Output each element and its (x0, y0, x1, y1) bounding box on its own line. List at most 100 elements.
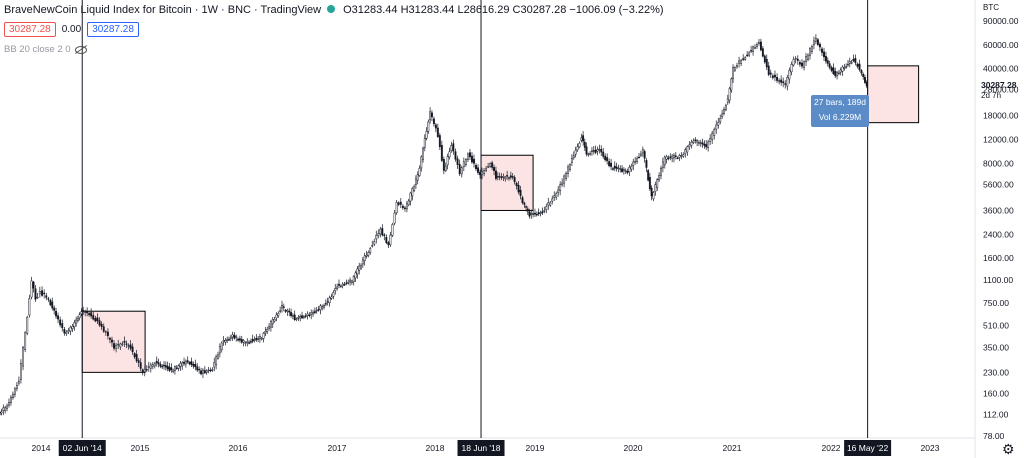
candle-body (688, 144, 691, 148)
candle-body (332, 292, 335, 297)
candle-body (776, 77, 779, 81)
candle-body (358, 265, 361, 271)
candle-body (778, 80, 781, 82)
candle-body (71, 326, 74, 329)
market-status-icon (327, 5, 336, 13)
bar-countdown-label: 2d 7h (981, 91, 1001, 100)
candle-body (179, 363, 182, 367)
candle-body (650, 187, 653, 197)
candle-body (235, 336, 238, 338)
candle-body (418, 168, 421, 176)
candle-body (469, 152, 471, 158)
candle-body (699, 142, 702, 144)
candle-body (715, 124, 718, 130)
candle-body (830, 67, 833, 71)
buy-price-pill[interactable]: 30287.28 (87, 22, 139, 37)
candle-body (834, 71, 837, 77)
candle-body (59, 319, 62, 326)
gear-icon[interactable]: ⚙ (1002, 441, 1015, 457)
candle-body (181, 362, 184, 367)
candle-body (401, 205, 404, 209)
candle-body (273, 318, 276, 322)
candle-body (673, 154, 675, 159)
candle-body (155, 360, 158, 364)
candle-body (269, 321, 272, 328)
candle-body (630, 165, 633, 170)
candle-body (277, 313, 280, 317)
x-tick-label: 2015 (131, 443, 150, 453)
candle-body (407, 200, 410, 206)
candle-body (151, 364, 154, 367)
candle-body (767, 65, 770, 75)
candle-body (719, 118, 722, 123)
candle-body (338, 283, 340, 286)
candle-body (341, 283, 344, 286)
candle-body (487, 166, 490, 168)
candle-body (551, 198, 554, 202)
candle-body (489, 163, 492, 167)
candle-body (526, 208, 529, 212)
candle-body (63, 328, 66, 334)
candle-body (576, 146, 579, 151)
candle-body (534, 212, 536, 215)
candle-body (652, 192, 655, 200)
candle-body (667, 157, 670, 160)
candle-body (17, 380, 20, 384)
candle-body (606, 157, 609, 162)
candle-body (161, 365, 164, 368)
candle-body (253, 339, 256, 341)
candle-body (53, 307, 56, 311)
candle-body (452, 143, 455, 152)
candle-body (836, 72, 839, 77)
candle-body (75, 319, 78, 324)
candle-body (260, 338, 263, 340)
candle-body (24, 332, 27, 350)
indicator-legend[interactable]: BB 20 close 2 0 (4, 44, 87, 55)
candle-body (104, 331, 107, 333)
candle-body (352, 276, 355, 283)
candle-body (696, 140, 699, 143)
candle-body (319, 305, 322, 311)
candle-body (293, 314, 296, 320)
candle-body (438, 135, 441, 148)
candle-body (369, 248, 372, 253)
candle-body (203, 370, 206, 374)
candle-body (638, 156, 640, 159)
candle-body (67, 330, 70, 332)
candle-body (387, 242, 390, 246)
candle-body (513, 177, 516, 182)
candle-body (143, 369, 146, 373)
candle-body (539, 212, 542, 215)
candle-body (22, 346, 24, 367)
candle-body (175, 367, 178, 369)
candle-body (172, 369, 175, 372)
candle-body (288, 311, 291, 313)
candle-body (423, 138, 426, 148)
candle-body (440, 145, 443, 161)
candle-body (466, 153, 469, 160)
candle-body (600, 149, 603, 153)
candle-body (222, 340, 225, 342)
candle-body (860, 70, 863, 74)
candle-body (723, 109, 725, 114)
candle-body (377, 233, 380, 236)
candle-body (561, 182, 564, 186)
candle-body (694, 139, 697, 141)
candle-body (826, 60, 829, 64)
candle-body (598, 148, 601, 151)
y-tick-label: 28000.00 (983, 85, 1019, 95)
candle-body (295, 318, 298, 320)
candle-body (697, 142, 700, 144)
hidden-eye-icon[interactable] (74, 45, 87, 54)
candle-body (286, 309, 289, 312)
x-tick-label: 2016 (229, 443, 248, 453)
candle-body (525, 206, 528, 208)
y-tick-label: 8000.00 (983, 158, 1014, 168)
candle-body (780, 79, 783, 83)
candle-body (479, 172, 481, 176)
date-marker-label: 02 Jun '14 (63, 443, 102, 453)
candle-body (106, 331, 109, 337)
y-tick-label: 3600.00 (983, 205, 1014, 215)
sell-price-pill[interactable]: 30287.28 (4, 22, 56, 37)
